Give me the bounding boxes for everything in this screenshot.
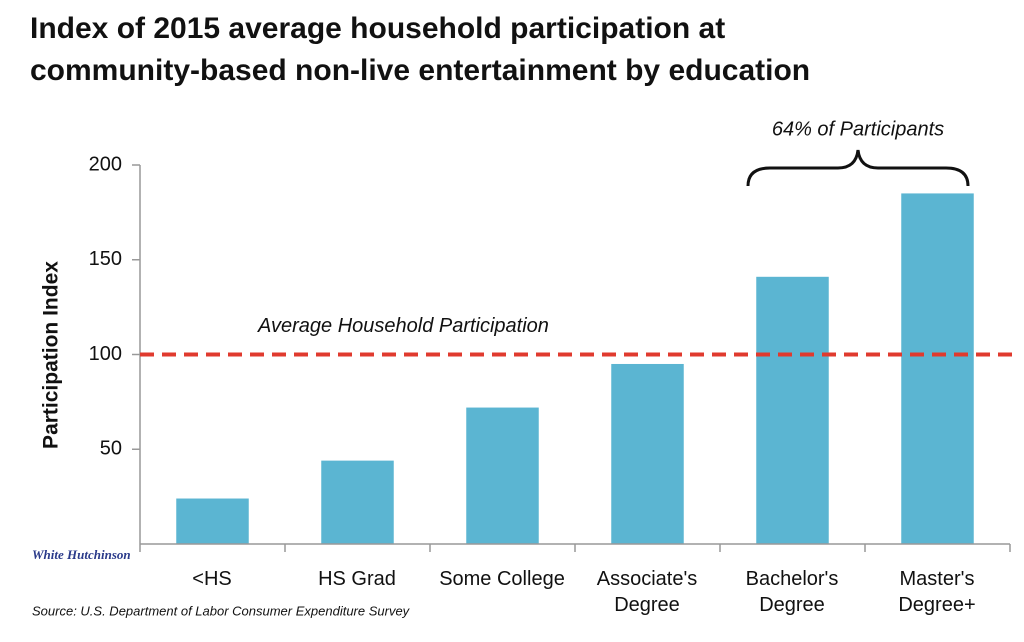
x-tick-label: Bachelor's Degree — [745, 568, 839, 616]
reference-label: Average Household Participation — [257, 315, 549, 337]
y-tick-label: 150 — [89, 248, 122, 270]
x-tick-label: Associate's Degree — [596, 568, 698, 616]
x-tick-label: HS Grad — [318, 568, 396, 590]
bracket — [746, 149, 970, 187]
y-tick-label: 50 — [100, 438, 122, 460]
bar — [901, 193, 974, 545]
bar — [756, 276, 829, 544]
bar — [321, 460, 394, 544]
x-tick-label: Some College — [439, 568, 565, 590]
bracket-annotation: 64% of Participants — [772, 118, 944, 140]
y-tick-label: 200 — [89, 153, 122, 175]
bar — [176, 498, 249, 544]
x-tick-label: <HS — [192, 568, 232, 590]
bar — [466, 407, 539, 544]
chart-title: Index of 2015 average household particip… — [30, 12, 811, 87]
bar — [611, 363, 684, 544]
source: Source: U.S. Department of Labor Consume… — [32, 603, 411, 618]
y-axis-label: Participation Index — [40, 261, 63, 449]
x-tick-label: Master's Degree+ — [898, 568, 976, 616]
y-tick-label: 100 — [89, 343, 122, 365]
logo: White Hutchinson — [32, 547, 131, 562]
